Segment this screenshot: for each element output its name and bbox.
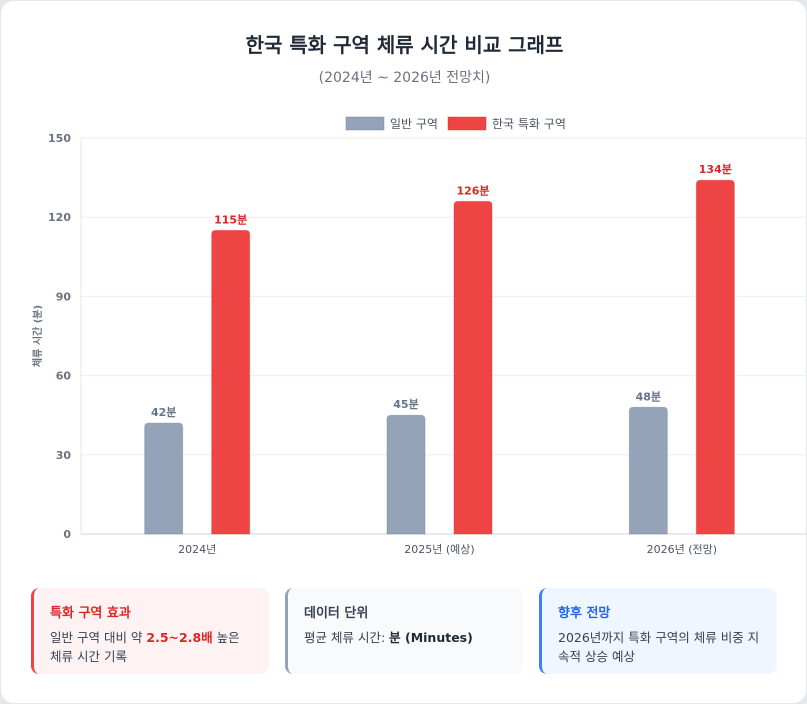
legend-swatch[interactable] xyxy=(345,116,385,131)
bars xyxy=(144,179,735,535)
info-card-text: 평균 체류 시간: 분 (Minutes) xyxy=(304,630,473,645)
data-label: 45분 xyxy=(393,398,418,411)
data-label: 134분 xyxy=(699,163,732,176)
y-axis: 0 30 60 90 120 150 체류 시간 (분) xyxy=(31,132,82,541)
chart-subtitle: (2024년 ~ 2026년 전망치) xyxy=(318,70,491,86)
info-card-title: 데이터 단위 xyxy=(304,606,369,621)
y-axis-label: 체류 시간 (분) xyxy=(31,305,44,367)
x-tick-label: 2026년 (전망) xyxy=(647,543,717,556)
y-tick-label: 90 xyxy=(56,290,72,303)
info-card-text: 2026년까지 특화 구역의 체류 비중 지속적 상승 예상 xyxy=(558,630,760,664)
data-label: 42분 xyxy=(151,406,176,419)
x-axis: 2024년 2025년 (예상) 2026년 (전망) xyxy=(178,543,717,556)
chart-legend[interactable]: 일반 구역 한국 특화 구역 xyxy=(345,116,566,131)
y-tick-label: 120 xyxy=(48,211,71,224)
info-card-unit: 데이터 단위 평균 체류 시간: 분 (Minutes) xyxy=(285,588,523,674)
bar-chart: 일반 구역 한국 특화 구역 0 30 60 90 120 150 체류 시간 (분) 202… xyxy=(31,116,807,556)
bar-korea-0[interactable] xyxy=(211,229,251,535)
chart-title: 한국 특화 구역 체류 시간 비교 그래프 xyxy=(245,33,564,57)
info-card-outlook: 향후 전망 2026년까지 특화 구역의 체류 비중 지속적 상승 예상 xyxy=(539,588,777,674)
data-label: 115분 xyxy=(214,213,247,226)
bar-korea-2[interactable] xyxy=(695,179,735,535)
info-card-effect: 특화 구역 효과 일반 구역 대비 약 2.5~2.8배 높은 체류 시간 기록 xyxy=(31,588,269,674)
info-card-title: 특화 구역 효과 xyxy=(50,606,131,621)
legend-label[interactable]: 한국 특화 구역 xyxy=(492,117,566,131)
highlight-ratio: 2.5~2.8배 xyxy=(146,630,213,645)
x-tick-label: 2025년 (예상) xyxy=(404,543,474,556)
bar-general-1[interactable] xyxy=(386,414,426,535)
y-tick-label: 60 xyxy=(56,370,72,383)
bar-general-0[interactable] xyxy=(144,422,184,535)
y-tick-label: 0 xyxy=(63,528,71,541)
y-tick-label: 30 xyxy=(56,449,72,462)
y-tick-label: 150 xyxy=(48,132,71,145)
grid-lines xyxy=(81,137,807,535)
data-label: 126분 xyxy=(456,184,489,197)
bar-korea-1[interactable] xyxy=(453,200,493,535)
highlight-unit: 분 (Minutes) xyxy=(389,630,473,645)
info-card-text: 일반 구역 대비 약 2.5~2.8배 높은 체류 시간 기록 xyxy=(50,630,240,664)
x-tick-label: 2024년 xyxy=(178,543,216,556)
bar-general-2[interactable] xyxy=(628,406,668,535)
data-labels: 42분 115분 45분 126분 48분 134분 xyxy=(151,163,732,419)
legend-label[interactable]: 일반 구역 xyxy=(390,117,438,131)
legend-swatch[interactable] xyxy=(447,116,487,131)
data-label: 48분 xyxy=(636,390,661,403)
info-card-title: 향후 전망 xyxy=(558,606,611,621)
